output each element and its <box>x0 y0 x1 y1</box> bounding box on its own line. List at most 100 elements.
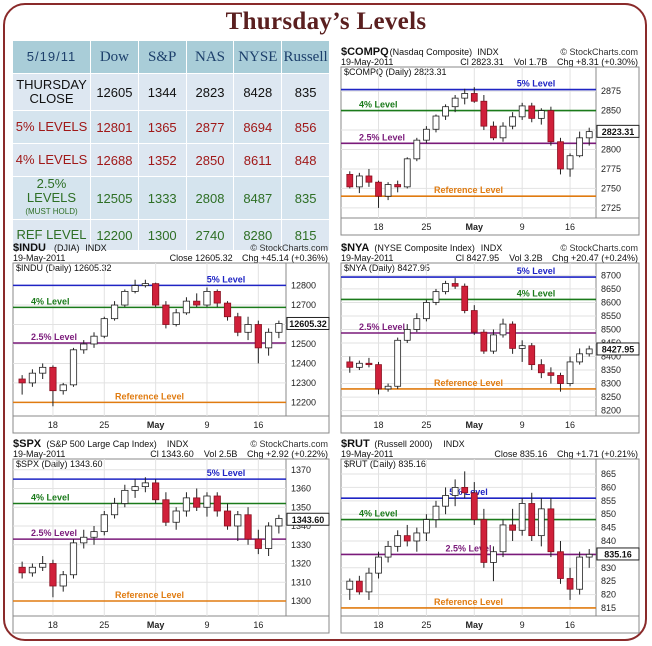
chart-name: (NYSE Composite Index) <box>374 243 475 253</box>
table-cell: 1300 <box>137 219 187 251</box>
candle-body <box>432 115 440 130</box>
candle-body <box>413 532 421 542</box>
col-header: NYSE <box>233 40 283 74</box>
table-cell: 8428 <box>233 73 283 111</box>
x-tick-label: 16 <box>253 420 263 430</box>
level-label: Reference Level <box>434 597 503 607</box>
x-tick-label: 9 <box>204 420 209 430</box>
y-tick-label: 2725 <box>601 203 621 213</box>
candle-body <box>537 110 545 119</box>
candle-body <box>585 553 593 558</box>
level-label: 5% Level <box>517 266 556 276</box>
chart-symbol: $COMPQ <box>341 46 389 58</box>
level-label: 2.5% Level <box>31 332 77 342</box>
candle-body <box>193 300 201 306</box>
chart-exchange: INDX <box>481 243 503 253</box>
chart-change: Chg +1.71 (+0.21%) <box>557 449 638 459</box>
nya-chart: $NYA (NYSE Composite Index) INDX © StockCha… <box>340 242 640 434</box>
chart-legend: $INDU (Daily) 12605.32 <box>16 263 112 273</box>
candle-body <box>203 291 211 306</box>
candle-body <box>528 105 536 119</box>
candle-body <box>182 300 191 314</box>
candle-body <box>442 106 449 117</box>
y-tick-label: 1310 <box>291 577 311 587</box>
levels-table: 5/19/11 Dow S&P NAS NYSE Russell THURSDA… <box>12 40 330 251</box>
chart-date: 19-May-2011 <box>341 57 393 67</box>
y-tick-label: 12700 <box>291 300 316 310</box>
table-cell: 8487 <box>233 176 283 220</box>
candle-body <box>275 518 283 527</box>
x-tick-label: May <box>147 420 165 430</box>
y-tick-label: 830 <box>601 563 616 573</box>
candle-body <box>480 100 488 127</box>
candle-body <box>265 525 273 549</box>
table-cell: 8611 <box>233 143 283 177</box>
candle-body <box>413 318 421 330</box>
candle-body <box>537 508 545 537</box>
candle-body <box>100 514 108 533</box>
candle-body <box>384 184 392 197</box>
candle-body <box>365 362 373 366</box>
stockcharts-logo: © StockCharts.com <box>560 243 638 253</box>
row-label: THURSDAY CLOSE <box>12 73 91 111</box>
x-tick-label: 25 <box>99 420 109 430</box>
candle-body <box>490 551 497 563</box>
y-tick-label: 12800 <box>291 281 316 291</box>
candle-body <box>403 329 411 341</box>
table-cell: 12688 <box>90 143 139 177</box>
table-cell: 2740 <box>185 219 235 251</box>
candle-body <box>509 323 516 349</box>
chart-symbol: $NYA <box>341 242 369 254</box>
candle-body <box>537 364 545 374</box>
candle-body <box>28 372 36 384</box>
last-value-label: 835.16 <box>604 549 632 559</box>
y-tick-label: 8700 <box>601 270 621 280</box>
chart-name: (S&P 500 Large Cap Index) <box>46 439 156 449</box>
table-cell: 1365 <box>137 110 187 144</box>
candle-body <box>423 519 430 534</box>
last-value-label: 8427.95 <box>602 344 635 354</box>
stockcharts-logo: © StockCharts.com <box>250 439 328 449</box>
table-cell: 12801 <box>90 110 139 144</box>
candle-body <box>90 335 98 345</box>
candle-body <box>39 366 47 374</box>
x-tick-label: 16 <box>565 222 575 232</box>
level-label: Reference Level <box>115 590 184 600</box>
table-row: 4% LEVELS 12688 1352 2850 8611 848 <box>12 143 330 177</box>
candle-body <box>69 349 78 386</box>
candle-body <box>121 291 129 306</box>
candle-body <box>254 324 262 349</box>
level-label: 4% Level <box>31 296 70 306</box>
candle-body <box>547 508 555 553</box>
chart-exchange: INDX <box>167 439 189 449</box>
candle-body <box>375 556 382 574</box>
y-tick-label: 8500 <box>601 324 621 334</box>
y-tick-label: 840 <box>601 536 616 546</box>
candle-body <box>461 487 469 494</box>
candle-body <box>121 489 129 504</box>
level-label: 2.5% Level <box>31 528 77 538</box>
candle-body <box>509 524 516 531</box>
x-tick-label: May <box>466 222 484 232</box>
candle-body <box>131 486 139 491</box>
table-cell: 2808 <box>185 176 235 220</box>
compq-chart: $COMPQ (Nasdaq Composite) INDX © StockChart… <box>340 46 640 236</box>
stockcharts-logo: © StockCharts.com <box>250 243 328 253</box>
candle-body <box>234 514 242 527</box>
candle-body <box>223 302 232 318</box>
level-label: 2.5% Level <box>359 322 405 332</box>
candle-body <box>451 97 459 108</box>
candle-body <box>375 364 382 390</box>
chart-symbol: $SPX <box>13 438 42 450</box>
last-value-box <box>286 512 330 526</box>
candle-body <box>346 361 354 368</box>
candle-body <box>480 331 488 352</box>
x-tick-label: 18 <box>374 420 384 430</box>
col-header: Dow <box>90 40 139 74</box>
candle-body <box>275 323 283 333</box>
x-tick-label: 16 <box>565 620 575 630</box>
candle-body <box>576 556 584 590</box>
table-cell: 12200 <box>90 219 139 251</box>
x-tick-label: 9 <box>520 222 525 232</box>
candle-body <box>234 316 242 333</box>
